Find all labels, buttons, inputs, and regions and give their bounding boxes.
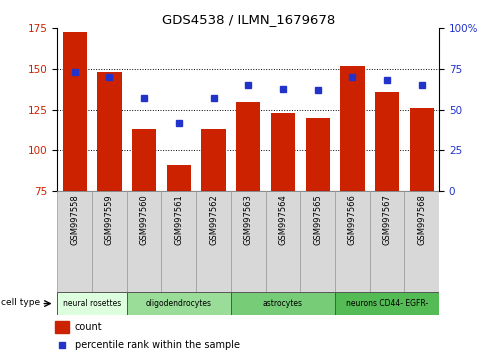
Bar xyxy=(57,292,127,315)
Text: GSM997564: GSM997564 xyxy=(278,194,287,245)
Text: GSM997562: GSM997562 xyxy=(209,194,218,245)
Bar xyxy=(265,191,300,292)
Bar xyxy=(55,321,69,333)
Text: neural rosettes: neural rosettes xyxy=(63,299,121,308)
Bar xyxy=(236,102,260,191)
Bar xyxy=(127,191,162,292)
Text: GSM997566: GSM997566 xyxy=(348,194,357,245)
Bar xyxy=(404,191,439,292)
Bar xyxy=(300,191,335,292)
Bar xyxy=(335,292,439,315)
Title: GDS4538 / ILMN_1679678: GDS4538 / ILMN_1679678 xyxy=(162,13,335,26)
Bar xyxy=(305,118,330,191)
Bar xyxy=(62,32,87,191)
Bar xyxy=(340,66,364,191)
Bar xyxy=(97,72,122,191)
Bar xyxy=(132,129,156,191)
Text: astrocytes: astrocytes xyxy=(263,299,303,308)
Text: oligodendrocytes: oligodendrocytes xyxy=(146,299,212,308)
Text: count: count xyxy=(75,322,102,332)
Bar xyxy=(335,191,370,292)
Text: GSM997560: GSM997560 xyxy=(140,194,149,245)
Bar xyxy=(375,92,399,191)
Text: GSM997563: GSM997563 xyxy=(244,194,253,245)
Text: percentile rank within the sample: percentile rank within the sample xyxy=(75,341,240,350)
Bar xyxy=(370,191,404,292)
Text: GSM997561: GSM997561 xyxy=(174,194,183,245)
Bar xyxy=(92,191,127,292)
Bar xyxy=(410,108,434,191)
Bar xyxy=(231,292,335,315)
Bar xyxy=(271,113,295,191)
Text: GSM997565: GSM997565 xyxy=(313,194,322,245)
Bar xyxy=(196,191,231,292)
Bar xyxy=(202,129,226,191)
Text: neurons CD44- EGFR-: neurons CD44- EGFR- xyxy=(346,299,428,308)
Bar xyxy=(162,191,196,292)
Bar xyxy=(231,191,265,292)
Bar xyxy=(127,292,231,315)
Bar xyxy=(167,165,191,191)
Text: cell type: cell type xyxy=(1,298,40,307)
Text: GSM997558: GSM997558 xyxy=(70,194,79,245)
Text: GSM997568: GSM997568 xyxy=(417,194,426,245)
Text: GSM997567: GSM997567 xyxy=(383,194,392,245)
Bar xyxy=(57,191,92,292)
Text: GSM997559: GSM997559 xyxy=(105,194,114,245)
